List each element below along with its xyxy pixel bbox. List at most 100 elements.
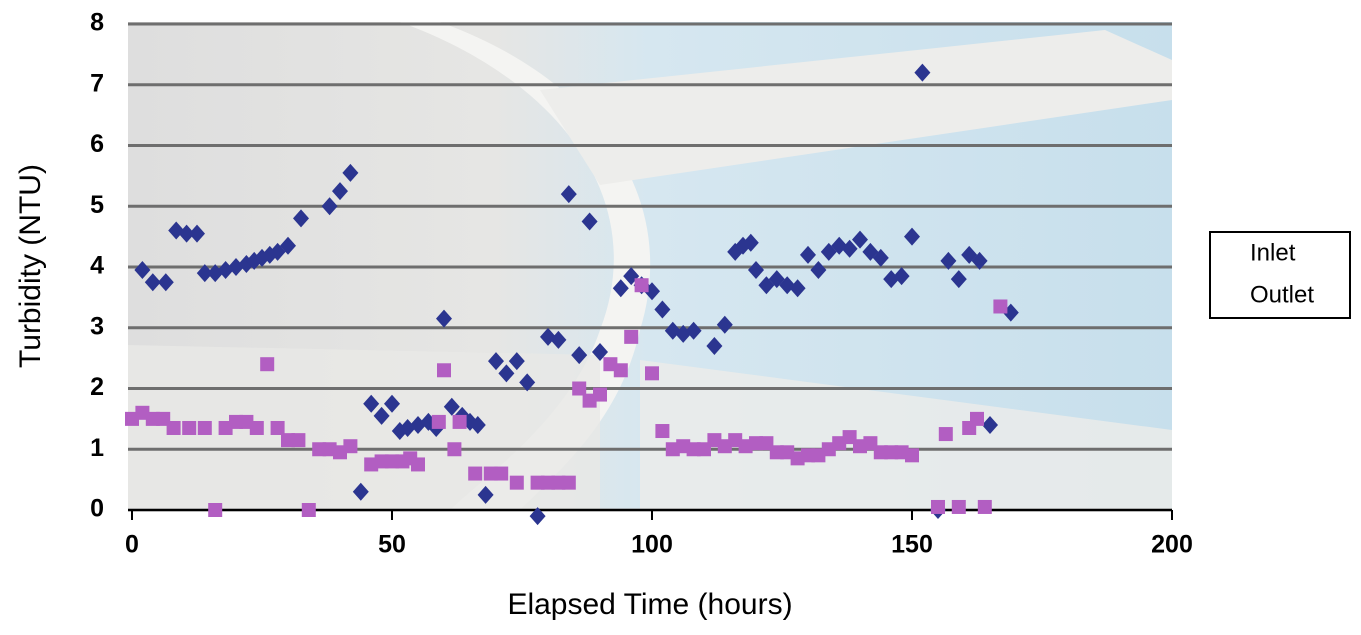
point: [178, 224, 195, 243]
point: [498, 364, 515, 383]
point: [189, 224, 205, 243]
point: [872, 248, 889, 267]
point: [645, 366, 659, 381]
point: [246, 251, 263, 270]
point: [938, 427, 953, 442]
point: [654, 300, 671, 319]
point: [157, 273, 174, 292]
point: [260, 357, 275, 372]
point: [529, 507, 546, 526]
point: [977, 499, 992, 514]
point: [291, 433, 306, 448]
point: [166, 420, 181, 435]
point: [293, 209, 309, 228]
point: [592, 343, 608, 362]
legend-box: [1209, 231, 1351, 319]
point: [612, 279, 629, 298]
point: [561, 475, 576, 490]
point: [593, 387, 607, 402]
point: [342, 163, 359, 182]
point: [494, 466, 509, 481]
point: [509, 475, 524, 490]
point: [634, 278, 649, 293]
point: [571, 346, 588, 365]
point: [280, 236, 296, 255]
point: [508, 352, 525, 371]
y-axis-label: Turbidity (NTU): [14, 164, 47, 368]
point: [469, 415, 486, 434]
y-tick-label: 3: [90, 312, 104, 340]
point: [321, 197, 338, 216]
point: [993, 299, 1008, 314]
point: [443, 397, 460, 416]
point: [560, 185, 577, 204]
point: [182, 420, 197, 435]
point: [613, 363, 628, 378]
point: [134, 261, 151, 280]
point: [971, 251, 988, 270]
point: [197, 420, 212, 435]
point: [550, 330, 567, 349]
y-tick-label: 0: [90, 495, 104, 523]
point: [436, 309, 452, 328]
point: [706, 336, 723, 355]
legend-label: Inlet: [1250, 239, 1296, 266]
y-tick-label: 1: [90, 434, 104, 462]
legend-label: Outlet: [1250, 281, 1314, 308]
point: [352, 482, 369, 501]
point: [624, 329, 639, 344]
y-tick-label: 7: [90, 69, 104, 97]
point: [970, 411, 984, 426]
point: [363, 394, 380, 413]
x-tick-label: 150: [891, 531, 933, 559]
point: [982, 415, 998, 434]
y-tick-label: 5: [90, 191, 104, 219]
point: [431, 414, 446, 429]
y-tick-label: 6: [90, 130, 104, 158]
point: [789, 279, 806, 298]
point: [301, 503, 316, 517]
y-tick-label: 2: [90, 373, 104, 401]
x-tick-label: 50: [378, 531, 406, 559]
point: [437, 363, 451, 378]
point: [384, 394, 400, 413]
point: [196, 264, 213, 283]
point: [742, 233, 759, 252]
point: [914, 63, 931, 82]
point: [931, 499, 945, 514]
point: [748, 261, 764, 280]
point: [852, 230, 868, 249]
point: [841, 239, 858, 258]
x-tick-label: 0: [125, 531, 139, 559]
x-tick-label: 200: [1151, 531, 1193, 559]
point: [452, 414, 467, 429]
point: [810, 261, 827, 280]
y-tick-label: 4: [90, 252, 104, 280]
point: [951, 499, 966, 514]
point: [655, 424, 670, 439]
point: [447, 442, 462, 457]
point: [685, 321, 702, 340]
point: [249, 420, 264, 435]
point: [411, 457, 425, 472]
point: [800, 245, 816, 264]
point: [144, 273, 161, 292]
point: [254, 248, 270, 267]
point: [950, 270, 967, 289]
point: [343, 439, 358, 454]
point: [468, 466, 483, 481]
point: [893, 267, 910, 286]
point: [373, 406, 390, 425]
point: [905, 448, 919, 463]
point: [208, 503, 223, 517]
point: [332, 182, 348, 201]
y-tick-label: 8: [90, 9, 104, 37]
point: [581, 212, 598, 231]
point: [477, 485, 494, 504]
x-tick-label: 100: [631, 531, 673, 559]
point: [519, 373, 536, 392]
point: [572, 381, 587, 396]
point: [488, 352, 504, 371]
point: [270, 420, 285, 435]
